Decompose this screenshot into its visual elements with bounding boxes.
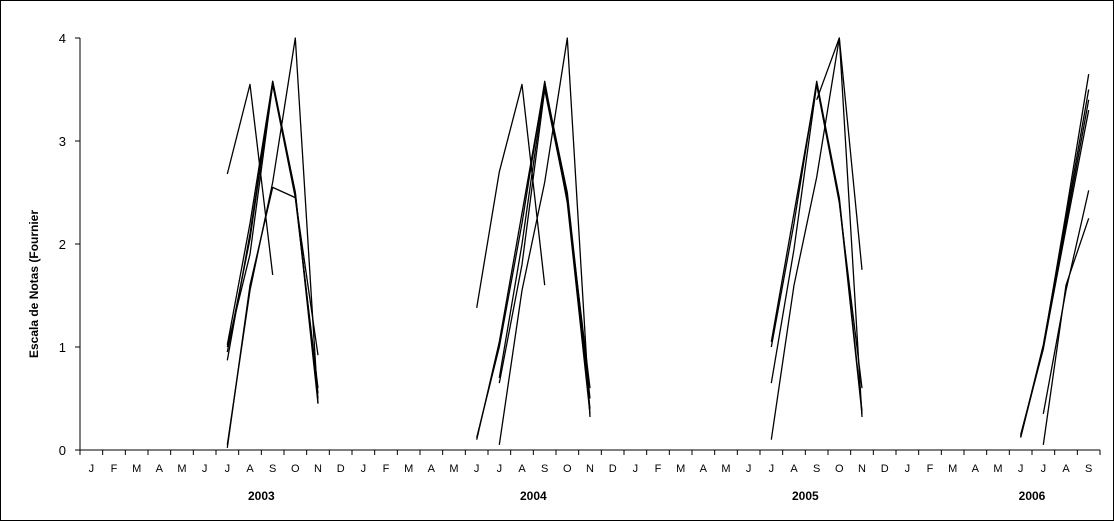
x-tick-label: D — [881, 463, 889, 475]
y-tick-label: 0 — [59, 443, 66, 458]
x-tick-label: A — [790, 463, 798, 475]
series-line-17 — [770, 83, 863, 389]
series-line-4 — [226, 83, 319, 389]
y-tick-label: 4 — [59, 31, 66, 46]
x-tick-label: J — [905, 463, 911, 475]
x-tick-label: J — [633, 463, 639, 475]
series-line-19 — [1020, 73, 1090, 438]
y-ticks: 0 1 2 3 4 — [59, 31, 80, 458]
x-tick-label: A — [428, 463, 436, 475]
x-tick-label: D — [337, 463, 345, 475]
x-tick-label: N — [858, 463, 866, 475]
y-axis-label: Escala de Notas (Fournier — [27, 210, 41, 358]
series-line-8 — [476, 83, 546, 309]
series-line-12 — [498, 37, 591, 445]
x-tick-label: N — [586, 463, 594, 475]
x-tick-label: M — [132, 463, 141, 475]
x-tick-label: A — [700, 463, 708, 475]
x-tick-label: A — [972, 463, 980, 475]
x-tick-label: A — [156, 463, 164, 475]
y-tick-label: 3 — [59, 134, 66, 149]
x-tick-label: S — [1085, 463, 1092, 475]
series-line-6 — [226, 37, 319, 445]
series-line-7 — [226, 186, 319, 448]
x-tick-label: O — [835, 463, 844, 475]
series-lines — [226, 37, 1090, 448]
x-tick-label: A — [518, 463, 526, 475]
x-tick-label: F — [111, 463, 118, 475]
year-label: 2004 — [520, 489, 547, 503]
x-tick-label: O — [563, 463, 572, 475]
year-label: 2006 — [1019, 489, 1046, 503]
x-tick-label: M — [404, 463, 413, 475]
x-tick-label: N — [314, 463, 322, 475]
x-tick-label: M — [948, 463, 957, 475]
x-tick-label: J — [474, 463, 480, 475]
x-tick-label: M — [676, 463, 685, 475]
x-tick-label: M — [177, 463, 186, 475]
x-tick-label: J — [225, 463, 231, 475]
series-line-18 — [816, 37, 863, 270]
x-tick-label: A — [246, 463, 254, 475]
series-line-21 — [1020, 89, 1090, 437]
series-line-10 — [476, 80, 591, 438]
x-tick-label: D — [609, 463, 617, 475]
x-tick-label: J — [769, 463, 775, 475]
x-tick-label: F — [383, 463, 390, 475]
x-tick-label: F — [927, 463, 934, 475]
x-tick-label: F — [655, 463, 662, 475]
y-tick-label: 2 — [59, 237, 66, 252]
series-line-23 — [1042, 218, 1090, 445]
x-tick-label: J — [361, 463, 367, 475]
series-line-13 — [498, 88, 591, 389]
year-labels: 2003 2004 2005 2006 — [248, 489, 1046, 503]
x-tick-label: J — [1018, 463, 1024, 475]
x-tick-label: J — [202, 463, 208, 475]
year-label: 2005 — [792, 489, 819, 503]
x-tick-label: J — [746, 463, 752, 475]
x-tick-label: M — [449, 463, 458, 475]
series-line-16 — [770, 37, 863, 440]
series-line-24 — [1020, 109, 1090, 436]
x-tick-label: J — [1041, 463, 1047, 475]
x-tick-label: S — [269, 463, 276, 475]
x-tick-label: S — [541, 463, 548, 475]
series-line-22 — [1042, 190, 1090, 415]
x-tick-label: M — [993, 463, 1002, 475]
year-label: 2003 — [248, 489, 275, 503]
x-tick-label: A — [1062, 463, 1070, 475]
x-tick-label: J — [89, 463, 95, 475]
series-line-1 — [226, 83, 274, 275]
x-tick-label: S — [813, 463, 820, 475]
y-tick-label: 1 — [59, 340, 66, 355]
x-tick-label: O — [291, 463, 300, 475]
series-line-5 — [226, 80, 319, 394]
x-tick-label: J — [497, 463, 503, 475]
x-tick-label: M — [721, 463, 730, 475]
